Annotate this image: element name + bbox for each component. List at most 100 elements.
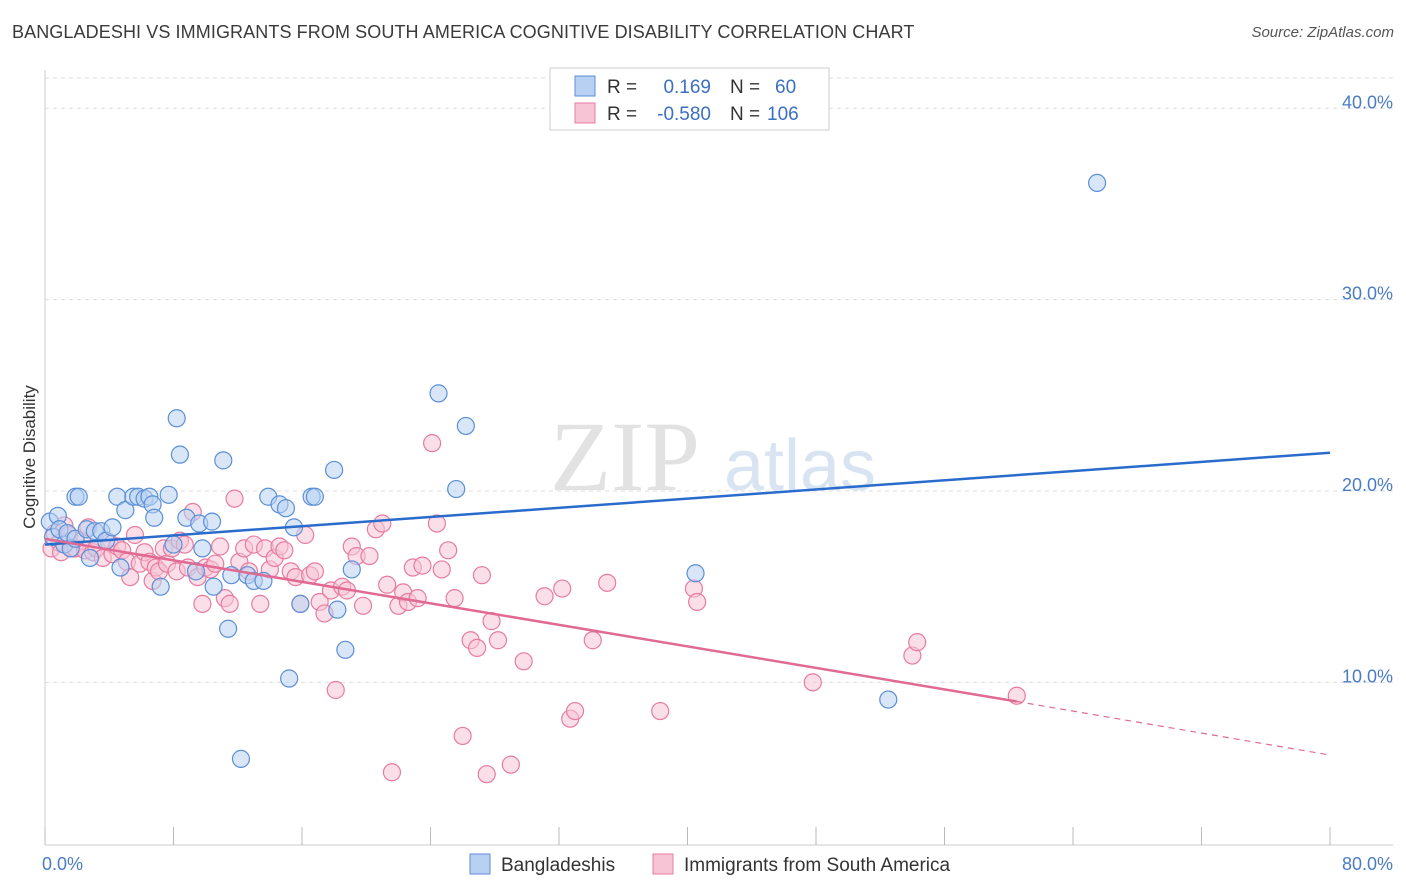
point-bangladeshi	[342, 560, 361, 579]
chart-title: BANGLADESHI VS IMMIGRANTS FROM SOUTH AME…	[12, 22, 915, 42]
point-south-america	[193, 594, 212, 613]
point-south-america	[651, 701, 670, 721]
point-south-america	[373, 514, 392, 533]
point-south-america	[382, 763, 402, 782]
bottom-legend-label-pink: Immigrants from South America	[684, 855, 951, 876]
trend-lines	[44, 451, 1331, 756]
source-note: Source: ZipAtlas.com	[1251, 24, 1394, 41]
bottom-legend-swatch-pink	[652, 853, 674, 875]
point-bangladeshi	[145, 508, 164, 527]
point-bangladeshi	[170, 445, 190, 464]
point-south-america	[439, 541, 458, 560]
legend-n-value-blue: 60	[775, 77, 796, 98]
point-bangladeshi	[214, 451, 233, 470]
point-south-america	[423, 434, 442, 453]
legend-r-value-blue: 0.169	[663, 77, 711, 98]
point-bangladeshi	[325, 460, 344, 480]
legend-swatch-pink	[574, 102, 596, 124]
series-immigrants-south-america	[42, 434, 1026, 784]
y-tick-label-20: 20.0%	[1342, 475, 1393, 495]
point-south-america	[514, 652, 533, 671]
point-south-america	[583, 631, 602, 650]
point-south-america	[125, 525, 145, 545]
legend-n-label-blue: N =	[730, 77, 760, 98]
point-bangladeshi	[447, 479, 466, 499]
point-south-america	[565, 701, 585, 721]
point-south-america	[598, 573, 617, 592]
bottom-legend: Bangladeshis Immigrants from South Ameri…	[469, 853, 951, 876]
point-south-america	[467, 638, 487, 658]
trend-line-bangladeshis	[44, 451, 1331, 546]
y-tick-labels: 10.0% 20.0% 30.0% 40.0%	[1342, 92, 1393, 686]
gridlines	[45, 77, 1393, 683]
watermark-atlas: atlas	[724, 426, 876, 506]
point-bangladeshi	[280, 669, 299, 688]
legend-r-label-pink: R =	[607, 104, 637, 125]
point-south-america	[501, 755, 520, 774]
legend-r-value-pink: -0.580	[657, 104, 711, 125]
legend-n-value-pink: 106	[767, 104, 799, 125]
point-south-america	[432, 560, 451, 579]
point-bangladeshi	[1087, 173, 1107, 193]
point-bangladeshi	[879, 690, 898, 709]
point-bangladeshi	[305, 487, 324, 506]
point-south-america	[305, 562, 324, 581]
point-south-america	[472, 566, 491, 585]
point-bangladeshi	[204, 577, 223, 596]
point-south-america	[206, 554, 225, 573]
point-bangladeshi	[231, 749, 251, 768]
point-south-america	[688, 592, 707, 612]
point-bangladeshi	[103, 518, 122, 537]
y-tick-label-40: 40.0%	[1342, 92, 1393, 112]
x-tick-label-min: 0.0%	[42, 854, 83, 874]
point-south-america	[803, 673, 822, 692]
point-bangladeshi	[429, 384, 448, 403]
point-bangladeshi	[69, 487, 88, 506]
point-south-america	[326, 680, 345, 700]
y-tick-label-10: 10.0%	[1342, 666, 1393, 686]
point-bangladeshi	[159, 485, 178, 504]
watermark-zip: ZIP	[550, 401, 700, 512]
y-tick-label-30: 30.0%	[1342, 284, 1393, 304]
point-bangladeshi	[193, 539, 212, 558]
point-south-america	[908, 633, 927, 652]
legend-n-label-pink: N =	[730, 104, 760, 125]
point-south-america	[210, 537, 230, 556]
point-bangladeshi	[167, 409, 186, 428]
point-bangladeshi	[456, 416, 475, 436]
axes	[44, 70, 1393, 846]
point-south-america	[378, 575, 397, 594]
point-south-america	[220, 594, 239, 613]
point-south-america	[408, 589, 427, 608]
point-south-america	[360, 546, 379, 566]
point-bangladeshi	[686, 564, 705, 583]
point-bangladeshi	[336, 640, 355, 659]
point-south-america	[225, 489, 244, 508]
point-bangladeshi	[328, 600, 347, 619]
point-bangladeshi	[276, 499, 296, 518]
legend-swatch-blue	[574, 75, 596, 97]
point-south-america	[477, 765, 496, 784]
point-bangladeshi	[80, 548, 100, 568]
point-south-america	[275, 541, 294, 560]
point-bangladeshi	[116, 501, 135, 520]
y-axis-label: Cognitive Disability	[20, 385, 39, 529]
point-bangladeshi	[151, 577, 170, 596]
point-south-america	[445, 589, 464, 608]
point-south-america	[488, 631, 508, 650]
trend-line-south-america-extension	[1016, 700, 1331, 756]
point-bangladeshi	[164, 535, 183, 554]
legend-r-label-blue: R =	[607, 77, 637, 98]
point-south-america	[353, 596, 373, 615]
point-south-america	[413, 556, 432, 575]
bottom-legend-label-blue: Bangladeshis	[501, 855, 615, 876]
point-south-america	[251, 594, 270, 613]
x-tick-label-max: 80.0%	[1342, 854, 1393, 874]
point-bangladeshi	[291, 594, 310, 613]
point-south-america	[535, 587, 554, 606]
point-bangladeshi	[219, 619, 238, 638]
point-south-america	[553, 579, 572, 598]
point-bangladeshi	[111, 558, 130, 577]
point-bangladeshi	[202, 512, 222, 531]
watermark: ZIP atlas	[550, 401, 876, 512]
